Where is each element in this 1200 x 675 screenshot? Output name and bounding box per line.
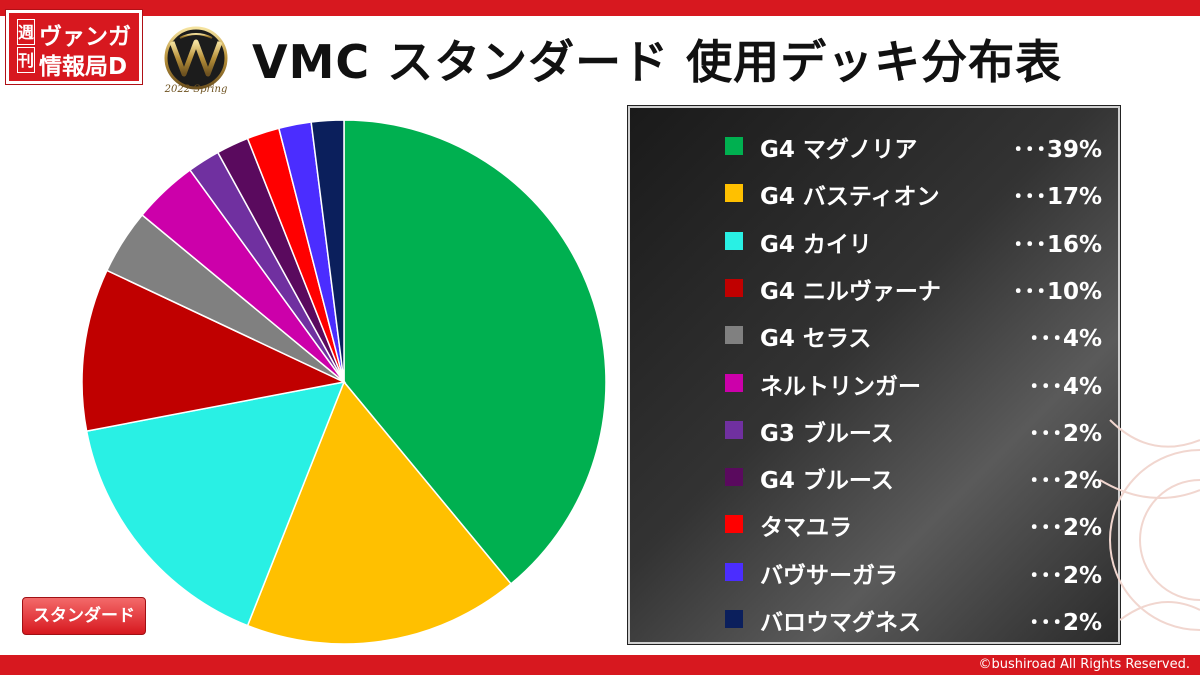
legend-label: ネルトリンガー [760, 373, 921, 400]
legend-value: ･･･10% [1012, 278, 1102, 305]
top-bar [0, 0, 1200, 16]
logo-line-2: 情報局D [39, 54, 128, 80]
legend-label: G4 マグノリア [760, 137, 918, 163]
logo-kanji-1: 週 [17, 19, 35, 45]
format-badge: スタンダード [22, 597, 146, 635]
bottom-bar [0, 655, 1200, 675]
legend-value: ･･･4% [1028, 373, 1102, 400]
legend-value: ･･･4% [1028, 326, 1102, 353]
legend-value: ･･･2% [1028, 420, 1102, 447]
logo-kanji-2: 刊 [17, 47, 35, 73]
legend-value: ･･･16% [1012, 231, 1102, 258]
legend-swatch [725, 231, 743, 250]
legend-item: G4 カイリ ･･･16% [630, 221, 1118, 261]
legend-label: G3 ブルース [760, 420, 894, 447]
legend-item: タマユラ ･･･2% [630, 504, 1118, 544]
legend-label: バロウマグネス [760, 610, 921, 636]
legend-item: G3 ブルース ･･･2% [630, 410, 1118, 450]
legend-item: ネルトリンガー ･･･4% [630, 363, 1118, 403]
legend-swatch [725, 562, 743, 581]
legend-value: ･･･2% [1028, 610, 1102, 636]
page-title: VMC スタンダード 使用デッキ分布表 [252, 35, 1063, 89]
legend-label: G4 バスティオン [760, 184, 940, 211]
copyright-notice: ©bushiroad All Rights Reserved. [978, 657, 1190, 672]
vmc-emblem-logo: 2022 Spring [164, 26, 228, 95]
pie-slice-1 [343, 119, 607, 585]
legend-item: G4 マグノリア ･･･39% [630, 126, 1118, 166]
legend-swatch [725, 420, 743, 439]
pie-slices [81, 119, 607, 645]
legend-item: バヴサーガラ ･･･2% [630, 552, 1118, 592]
logo-line-1: ヴァンガ [39, 24, 131, 50]
legend-value: ･･･2% [1028, 515, 1102, 542]
legend-item: G4 ブルース ･･･2% [630, 457, 1118, 497]
legend-label: バヴサーガラ [760, 562, 898, 589]
legend-swatch [725, 184, 743, 203]
legend-item: バロウマグネス ･･･2% [630, 599, 1118, 639]
legend-swatch [725, 137, 743, 155]
legend-swatch [725, 610, 743, 628]
legend-panel: G4 マグノリア ･･･39% G4 バスティオン ･･･17% G4 カイリ ･･･16… [628, 106, 1120, 644]
pie-slice-3 [85, 381, 346, 627]
deck-distribution-pie-chart [81, 119, 607, 645]
legend-swatch [725, 278, 743, 297]
legend-label: G4 ニルヴァーナ [760, 278, 941, 305]
emblem-text: 2022 Spring [164, 84, 228, 95]
weekly-vanguard-logo: 週 刊 ヴァンガ 情報局D [6, 10, 142, 84]
legend-swatch [725, 373, 743, 392]
legend-value: ･･･17% [1012, 184, 1102, 211]
background-crest-decoration [1099, 419, 1200, 631]
legend-item: G4 ニルヴァーナ ･･･10% [630, 268, 1118, 308]
legend-item: G4 セラス ･･･4% [630, 315, 1118, 355]
legend-swatch [725, 326, 743, 345]
logo-kanji: 週 刊 [17, 19, 35, 75]
pie-slice-4 [81, 269, 347, 432]
legend-item: G4 バスティオン ･･･17% [630, 173, 1118, 213]
legend-label: タマユラ [760, 515, 852, 542]
legend-value: ･･･39% [1012, 137, 1102, 163]
legend-swatch [725, 468, 743, 487]
pie-slice-2 [246, 380, 513, 645]
pie-slice-11 [310, 119, 345, 383]
legend-swatch [725, 515, 743, 534]
legend-value: ･･･2% [1028, 468, 1102, 495]
legend-label: G4 セラス [760, 326, 872, 353]
legend-label: G4 カイリ [760, 231, 872, 258]
legend-label: G4 ブルース [760, 468, 894, 495]
legend-value: ･･･2% [1028, 562, 1102, 589]
